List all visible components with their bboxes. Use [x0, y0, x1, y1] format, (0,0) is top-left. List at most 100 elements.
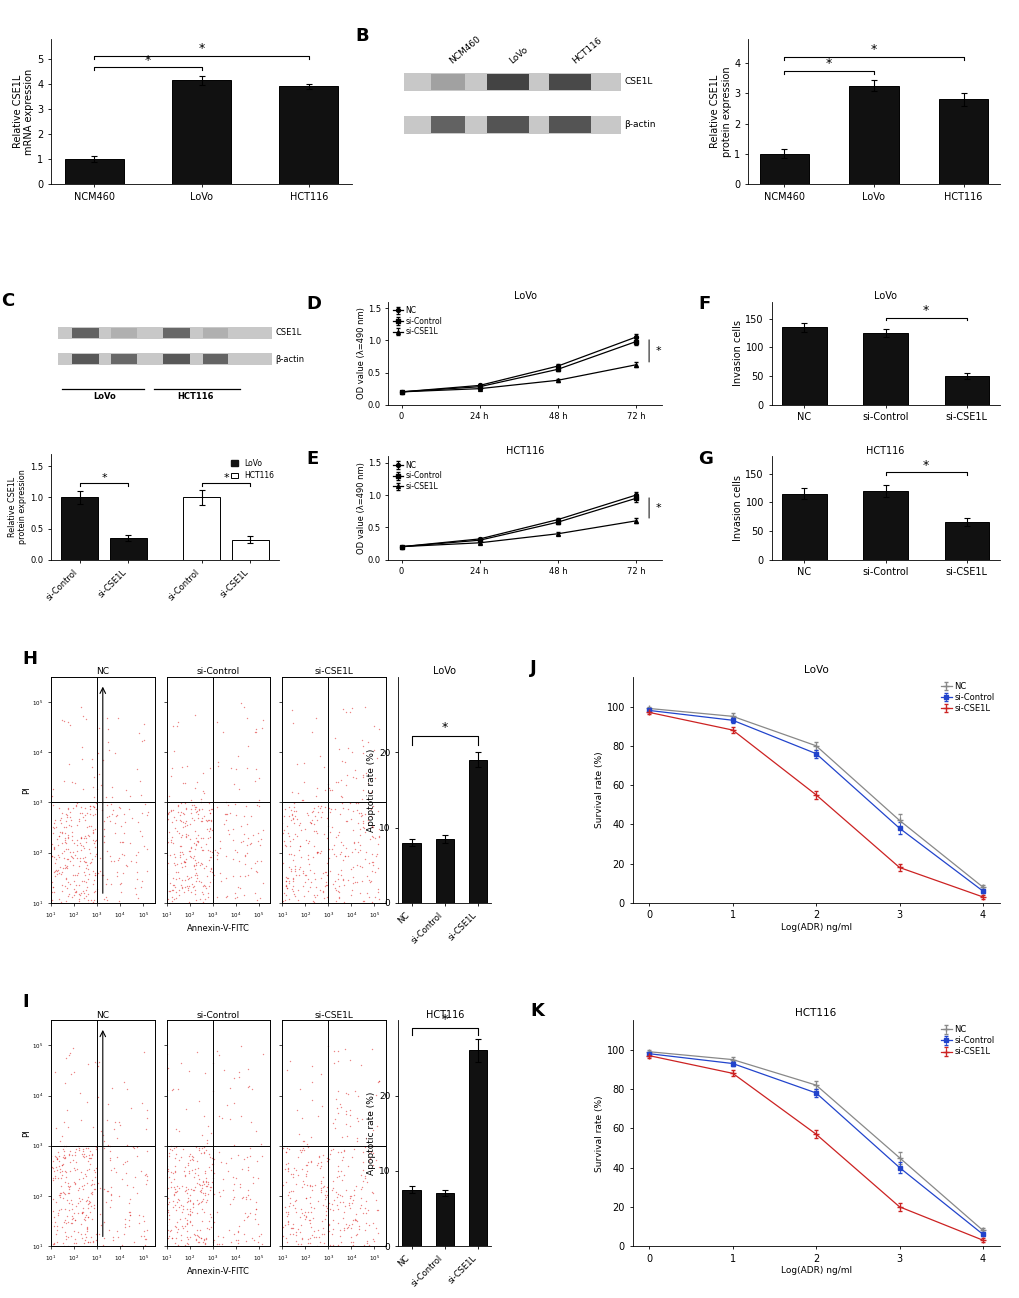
Point: [302, 876, 318, 897]
Point: [167, 1228, 183, 1249]
Point: [243, 1202, 259, 1223]
Point: [177, 870, 194, 890]
Point: [190, 1194, 206, 1215]
Point: [76, 870, 93, 890]
Point: [135, 1093, 151, 1114]
Point: [308, 1227, 324, 1247]
Point: [216, 1059, 232, 1080]
Point: [165, 715, 181, 736]
Title: si-CSE1L: si-CSE1L: [315, 1011, 354, 1019]
Point: [65, 1062, 82, 1083]
Point: [320, 1036, 336, 1057]
Point: [318, 1151, 334, 1172]
Point: [62, 841, 78, 862]
Point: [59, 858, 75, 879]
Point: [60, 885, 76, 906]
Point: [52, 1175, 68, 1195]
Point: [304, 1225, 320, 1246]
Point: [227, 840, 244, 861]
Point: [297, 1208, 313, 1229]
Point: [83, 1147, 99, 1168]
Point: [186, 839, 203, 859]
Point: [65, 864, 82, 885]
Point: [79, 1151, 96, 1172]
Point: [239, 736, 256, 757]
Point: [227, 759, 244, 780]
Point: [284, 781, 301, 802]
Point: [185, 1166, 202, 1186]
Point: [213, 871, 229, 892]
Point: [354, 729, 370, 750]
Bar: [782, 327, 825, 405]
Point: [178, 1212, 195, 1233]
Point: [60, 1211, 76, 1232]
Point: [96, 1131, 112, 1151]
Point: [199, 1175, 215, 1195]
Point: [202, 818, 218, 839]
Point: [232, 832, 249, 853]
Point: [304, 1055, 320, 1076]
Point: [335, 875, 352, 896]
Point: [321, 1215, 337, 1236]
Point: [121, 1189, 138, 1210]
Point: [70, 1180, 87, 1201]
Point: [228, 887, 245, 907]
Point: [56, 770, 72, 790]
Point: [320, 774, 336, 794]
Point: [209, 849, 225, 870]
Point: [182, 846, 199, 867]
Point: [354, 857, 370, 877]
Title: HCT116: HCT116: [795, 1009, 836, 1018]
Point: [67, 1195, 84, 1216]
Point: [221, 1219, 237, 1240]
Text: J: J: [529, 659, 536, 678]
Point: [277, 871, 293, 892]
Text: *: *: [825, 57, 832, 70]
Point: [287, 1190, 304, 1211]
Point: [243, 833, 259, 854]
Point: [76, 1231, 93, 1251]
Point: [240, 1076, 257, 1097]
Point: [161, 844, 177, 864]
Point: [351, 1216, 367, 1237]
Point: [56, 841, 72, 862]
Point: [330, 1166, 346, 1186]
Point: [76, 1206, 93, 1227]
Point: [194, 1175, 210, 1195]
Point: [283, 1218, 300, 1238]
Point: [364, 815, 380, 836]
Point: [323, 839, 339, 859]
Point: [115, 803, 131, 824]
Point: [312, 1232, 328, 1253]
Point: [251, 1225, 267, 1246]
Point: [324, 1210, 340, 1231]
Point: [187, 778, 204, 798]
Point: [161, 1208, 177, 1229]
Point: [136, 713, 152, 733]
Point: [178, 797, 195, 818]
Point: [180, 1155, 197, 1176]
Point: [299, 1154, 315, 1175]
Point: [317, 797, 333, 818]
Point: [202, 841, 218, 862]
Point: [274, 1225, 290, 1246]
Point: [83, 1227, 99, 1247]
Point: [278, 884, 294, 905]
Point: [172, 802, 189, 823]
Point: [284, 879, 301, 900]
Point: [79, 858, 96, 879]
Point: [133, 826, 150, 846]
Point: [175, 1160, 192, 1181]
Point: [50, 845, 66, 866]
Point: [201, 793, 217, 814]
Point: [318, 875, 334, 896]
Point: [172, 805, 189, 826]
Point: [174, 1202, 191, 1223]
Point: [99, 840, 115, 861]
Point: [362, 871, 378, 892]
Point: [280, 823, 297, 844]
Point: [280, 1184, 297, 1205]
Point: [160, 1194, 176, 1215]
Point: [347, 1203, 364, 1224]
Point: [291, 1140, 308, 1160]
